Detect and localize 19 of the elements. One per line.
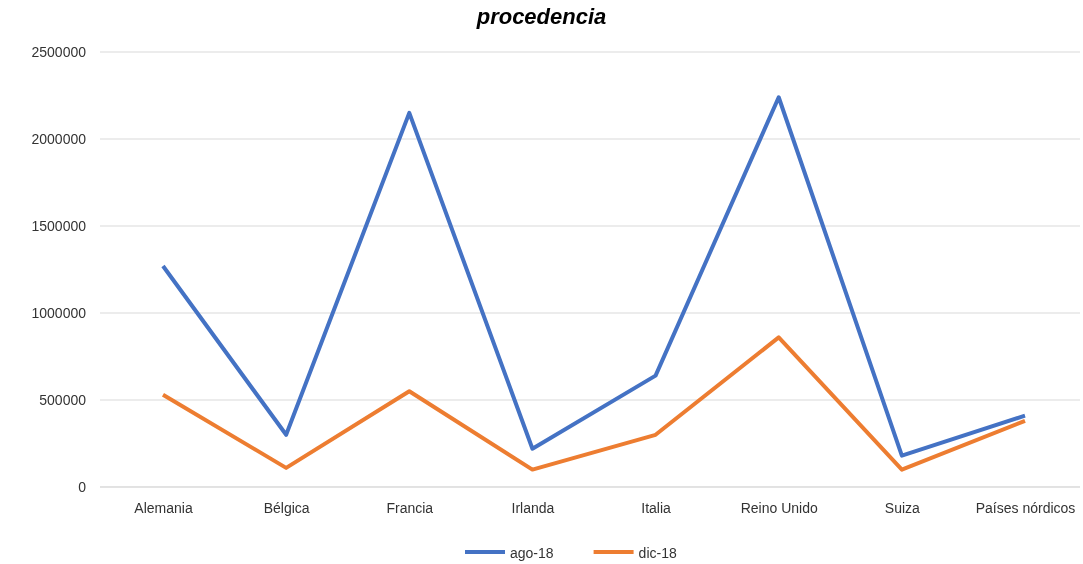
x-tick-label: Bélgica (263, 499, 310, 516)
y-tick-label: 2000000 (31, 130, 87, 147)
legend-label: ago-18 (510, 545, 554, 561)
y-tick-label: 1000000 (31, 304, 87, 321)
x-tick-label: Alemania (134, 499, 193, 516)
y-tick-label: 0 (78, 478, 87, 495)
line-series (161, 335, 1027, 472)
y-tick-label: 1500000 (31, 217, 87, 234)
x-tick-label: Países nórdicos (975, 499, 1076, 516)
line-series (161, 95, 1027, 458)
y-tick-label: 2500000 (31, 43, 87, 60)
x-tick-label: Suiza (884, 499, 921, 516)
legend-label: dic-18 (638, 545, 677, 561)
x-tick-label: Irlanda (511, 499, 555, 516)
x-tick-label: Italia (641, 499, 672, 516)
y-tick-label: 500000 (39, 391, 87, 408)
chart-title: procedencia (475, 4, 607, 29)
x-tick-label: Francia (386, 499, 434, 516)
x-tick-label: Reino Unido (740, 499, 818, 516)
